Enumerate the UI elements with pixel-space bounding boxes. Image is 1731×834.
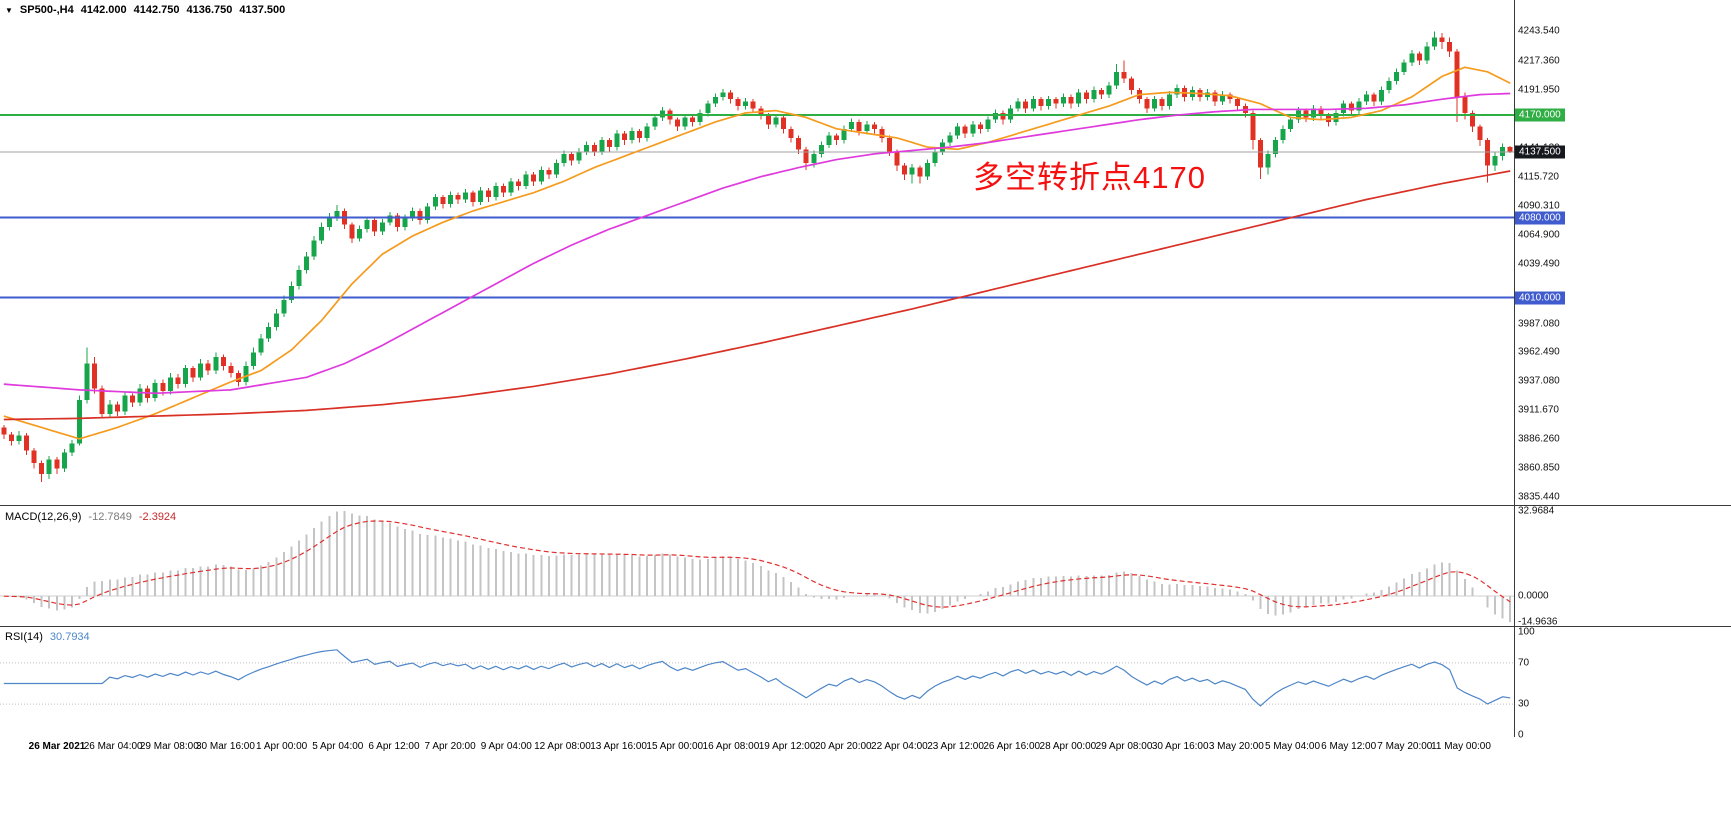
time-label: 6 May 12:00: [1321, 741, 1377, 752]
time-label: 11 May 00:00: [1431, 741, 1491, 752]
time-label: 29 Apr 08:00: [1095, 741, 1153, 752]
macd-scale-max: 32.9684: [1518, 505, 1555, 517]
macd-label: MACD(12,26,9) -12.7849 -2.3924: [5, 511, 176, 523]
time-label: 5 Apr 04:00: [312, 741, 364, 752]
price-tick: 3860.850: [1518, 462, 1560, 474]
time-label: 12 Apr 08:00: [534, 741, 591, 752]
price-tick: 4141.130: [1518, 142, 1560, 154]
time-label: 9 Apr 04:00: [480, 741, 532, 752]
ohlc-open: 4142.000: [80, 4, 127, 16]
rsi-value: 30.7934: [49, 631, 90, 643]
time-label: 3 May 20:00: [1208, 741, 1264, 752]
macd-scale-zero: 0.0000: [1518, 590, 1549, 602]
time-label: 30 Apr 16:00: [1151, 741, 1209, 752]
ohlc-low: 4136.750: [186, 4, 233, 16]
macd-signal-value: -2.3924: [138, 511, 177, 523]
macd-title: MACD(12,26,9): [5, 511, 82, 523]
rsi-scale-level: 30: [1518, 698, 1530, 710]
time-label: 15 Apr 00:00: [646, 741, 704, 752]
price-tick: 4243.540: [1518, 25, 1560, 37]
macd-chart-canvas[interactable]: [0, 506, 1514, 627]
rsi-title: RSI(14): [5, 631, 43, 643]
time-label: 22 Apr 04:00: [871, 741, 928, 752]
symbol-dropdown-icon[interactable]: ▼: [5, 5, 13, 15]
price-tick: 3911.670: [1518, 404, 1559, 416]
panel-separator[interactable]: [0, 626, 1731, 627]
price-axis-border: [1514, 0, 1515, 737]
time-label: 19 Apr 12:00: [758, 741, 816, 752]
price-tick: 3987.080: [1518, 318, 1560, 330]
price-tick: 4191.950: [1518, 84, 1560, 96]
time-label: 5 May 04:00: [1264, 741, 1321, 752]
time-label: 26 Mar 2021: [28, 741, 86, 752]
price-tick: 3835.440: [1518, 491, 1560, 503]
price-chart-canvas[interactable]: [0, 0, 1514, 505]
symbol-name: SP500-,H4: [19, 4, 74, 16]
price-tick: 4039.490: [1518, 258, 1560, 270]
time-axis[interactable]: 26 Mar 2021 26 Mar 04:00 29 Mar 08:00 30 Ma…: [0, 737, 1731, 759]
time-label: 16 Apr 08:00: [702, 741, 760, 752]
time-label: 30 Mar 16:00: [196, 741, 255, 752]
symbol-header: ▼ SP500-,H4 4142.000 4142.750 4136.750 4…: [5, 4, 285, 16]
time-label: 29 Mar 08:00: [139, 741, 199, 752]
price-tick: 4115.720: [1518, 171, 1559, 183]
time-label: 26 Apr 16:00: [983, 741, 1041, 752]
panel-separator[interactable]: [0, 505, 1731, 506]
price-badge: 4080.000: [1515, 211, 1565, 225]
time-label: 13 Apr 16:00: [590, 741, 647, 752]
price-tick: 4064.900: [1518, 229, 1560, 241]
chart-annotation-text[interactable]: 多空转折点4170: [973, 160, 1206, 195]
ohlc-high: 4142.750: [133, 4, 180, 16]
time-label: 7 May 20:00: [1377, 741, 1433, 752]
rsi-scale-level: 70: [1518, 657, 1530, 669]
price-tick: 3962.490: [1518, 346, 1560, 358]
price-badge: 4010.000: [1515, 291, 1565, 305]
time-label: 6 Apr 12:00: [368, 741, 420, 752]
ohlc-close: 4137.500: [239, 4, 286, 16]
time-label: 26 Mar 04:00: [83, 741, 143, 752]
price-tick: 4217.360: [1518, 55, 1560, 67]
time-label: 23 Apr 12:00: [927, 741, 984, 752]
price-badge: 4137.500: [1515, 145, 1565, 159]
rsi-chart-canvas[interactable]: [0, 627, 1514, 737]
price-tick: 4090.310: [1518, 200, 1560, 212]
time-label: 1 Apr 00:00: [256, 741, 308, 752]
rsi-label: RSI(14) 30.7934: [5, 631, 90, 643]
price-badge: 4170.000: [1515, 108, 1565, 122]
time-label: 28 Apr 00:00: [1039, 741, 1097, 752]
time-label: 20 Apr 20:00: [814, 741, 872, 752]
price-tick: 3937.080: [1518, 375, 1560, 387]
macd-main-value: -12.7849: [88, 511, 132, 523]
time-label: 7 Apr 20:00: [424, 741, 476, 752]
rsi-scale-level: 100: [1518, 626, 1535, 638]
price-tick: 3886.260: [1518, 433, 1560, 445]
